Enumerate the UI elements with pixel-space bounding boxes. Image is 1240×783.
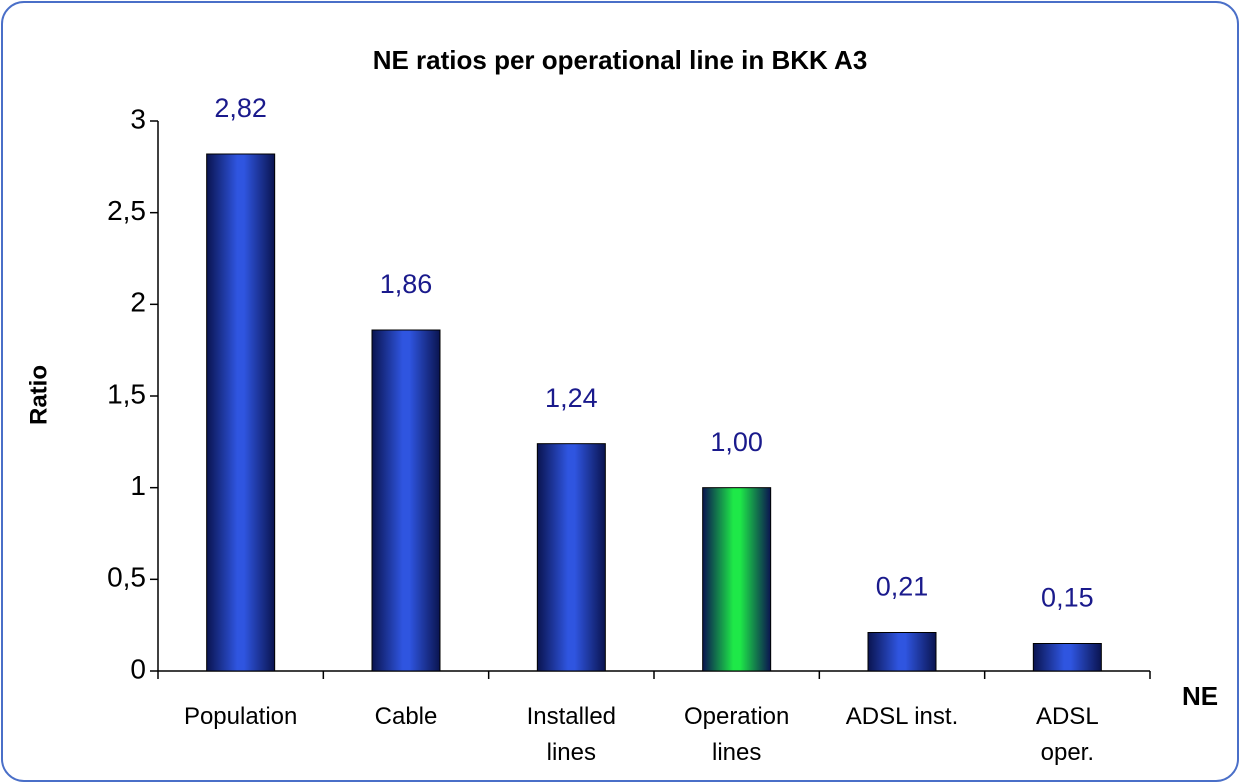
x-tick-label: Population <box>184 703 297 730</box>
y-tick-label: 0 <box>130 653 146 684</box>
x-tick-label: Operation lines <box>684 703 789 766</box>
data-label: 0,21 <box>876 572 929 602</box>
bar <box>206 153 276 672</box>
bar <box>702 487 772 672</box>
x-tick-label: Cable <box>375 703 438 730</box>
bar <box>1032 643 1102 672</box>
y-tick-label: 2 <box>130 287 146 318</box>
y-tick-label: 3 <box>130 103 146 134</box>
y-tick-label: 2,5 <box>107 195 146 226</box>
bar <box>867 632 937 672</box>
y-tick-label: 1 <box>130 470 146 501</box>
data-label: 2,82 <box>214 93 267 123</box>
bar <box>536 443 606 672</box>
x-axis-label: NE <box>1182 681 1218 711</box>
x-tick-label: ADSL oper. <box>1036 703 1099 766</box>
data-label: 1,86 <box>380 269 433 299</box>
chart-title: NE ratios per operational line in BKK A3 <box>373 45 868 75</box>
x-tick-label: Installed lines <box>527 703 616 766</box>
data-label: 1,24 <box>545 383 598 413</box>
x-tick-label: ADSL inst. <box>846 703 959 730</box>
y-tick-label: 0,5 <box>107 562 146 593</box>
y-tick-label: 1,5 <box>107 378 146 409</box>
y-axis-label: Ratio <box>25 365 52 425</box>
data-label: 1,00 <box>710 427 763 457</box>
data-label: 0,15 <box>1041 583 1094 613</box>
bar <box>371 329 441 672</box>
